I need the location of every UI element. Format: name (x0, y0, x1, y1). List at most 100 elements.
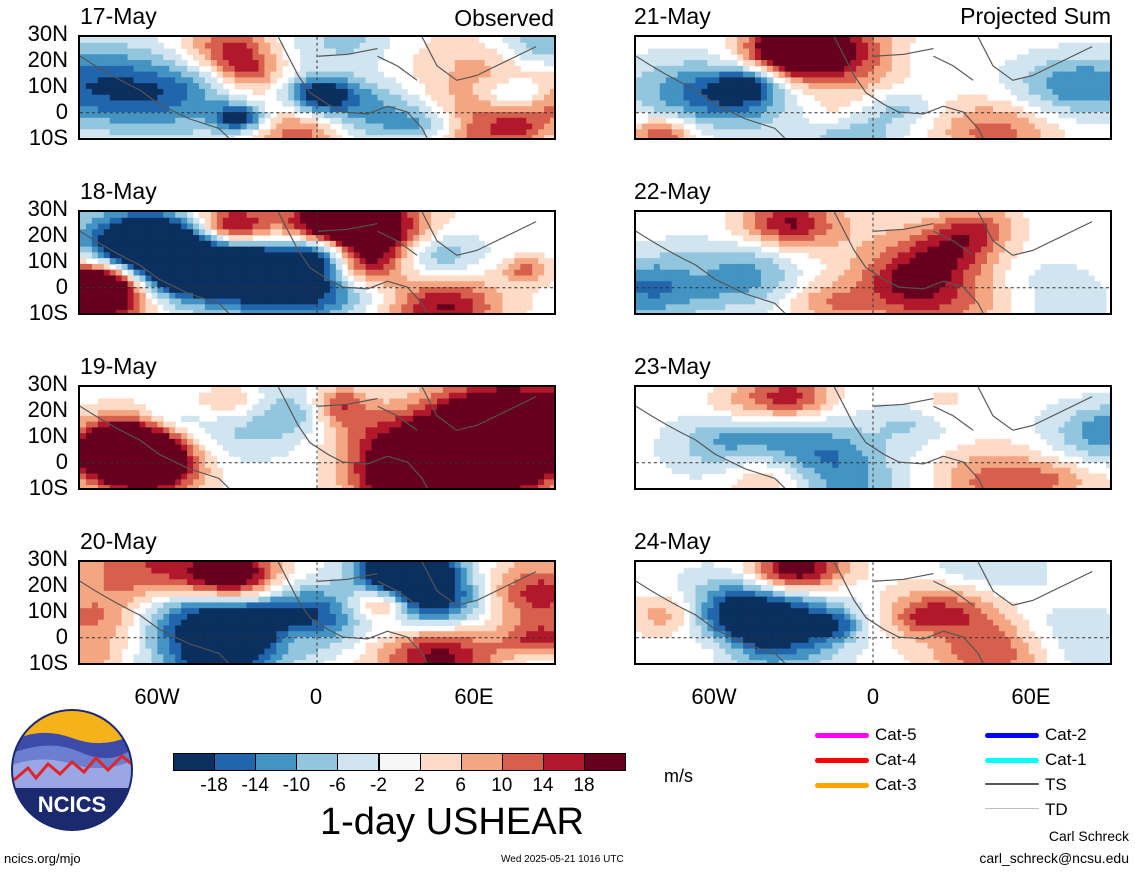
coastline (636, 562, 1093, 663)
lat-tick-label: 30N (27, 21, 68, 46)
footer-url: ncics.org/mjo (4, 851, 81, 866)
lat-tick-label: 10S (28, 475, 68, 500)
legend-line (985, 808, 1039, 809)
ncics-logo: NCICS (11, 709, 133, 831)
heatmap-field (634, 35, 1112, 140)
panel-title: 18-May (80, 178, 157, 204)
coastline (80, 212, 537, 313)
lon-tick-label: 60W (134, 684, 180, 709)
colorbar-tick-label: 10 (491, 775, 513, 796)
heatmap-field (78, 210, 556, 315)
lon-tick-label: 0 (866, 684, 880, 709)
coastline (636, 37, 1093, 138)
colorbar-tick-label: -14 (241, 775, 269, 796)
legend-label: Cat-5 (875, 725, 917, 744)
lat-tick-label: 0 (55, 449, 68, 474)
observed-label: Observed (454, 5, 554, 31)
lat-tick-label: 10S (28, 300, 68, 325)
chart-title: 1-day USHEAR (320, 801, 584, 843)
legend-line (985, 733, 1039, 738)
legend-label: TD (1045, 800, 1068, 819)
lon-tick-label: 60W (691, 684, 737, 709)
lat-tick-label: 30N (27, 546, 68, 571)
panel-18-may (78, 210, 556, 315)
colorbar-swatch (296, 753, 339, 771)
lat-tick-label: 20N (27, 572, 68, 597)
colorbar-swatch (542, 753, 585, 771)
panel-20-may (78, 560, 556, 665)
colorbar-swatch (584, 753, 627, 771)
panel-19-may (78, 385, 556, 490)
lat-tick-label: 20N (27, 222, 68, 247)
legend-line (815, 783, 869, 788)
panel-24-may (634, 560, 1112, 665)
legend-label: Cat-1 (1045, 750, 1087, 769)
lat-tick-label: 0 (55, 274, 68, 299)
coastline (636, 212, 1093, 313)
panel-21-may (634, 35, 1112, 140)
panel-title: 22-May (634, 178, 711, 204)
lat-tick-label: 10N (27, 598, 68, 623)
heatmap-field (78, 385, 556, 490)
colorbar-tick-label: -2 (370, 775, 387, 796)
colorbar-tick-label: -10 (282, 775, 311, 796)
legend-line (815, 758, 869, 763)
legend-label: Cat-3 (875, 775, 917, 794)
heatmap-field (634, 385, 1112, 490)
lat-tick-label: 20N (27, 47, 68, 72)
panel-title: 24-May (634, 528, 711, 554)
colorbar-swatch (337, 753, 380, 771)
panel-title: 20-May (80, 528, 157, 554)
footer-timestamp: Wed 2025-05-21 1016 UTC (501, 854, 624, 865)
colorbar-tick-label: 18 (573, 775, 595, 796)
panel-title: 17-May (80, 3, 157, 29)
legend-line (985, 758, 1039, 763)
lat-tick-label: 30N (27, 371, 68, 396)
lat-tick-label: 10N (27, 73, 68, 98)
colorbar-swatch (378, 753, 421, 771)
heatmap-field (78, 35, 556, 140)
panel-23-may (634, 385, 1112, 490)
colorbar-swatch (214, 753, 257, 771)
panel-title: 21-May (634, 3, 711, 29)
heatmap-field (634, 210, 1112, 315)
lat-tick-label: 10N (27, 423, 68, 448)
lat-tick-label: 10S (28, 125, 68, 150)
colorbar-swatch (255, 753, 298, 771)
author-name: Carl Schreck (1048, 828, 1129, 844)
lat-tick-label: 10N (27, 248, 68, 273)
lat-tick-label: 0 (55, 624, 68, 649)
panel-17-may (78, 35, 556, 140)
units-label: m/s (664, 766, 693, 786)
lon-tick-label: 60E (454, 684, 494, 709)
lat-tick-label: 20N (27, 397, 68, 422)
coastline (636, 387, 1093, 488)
legend-label: Cat-4 (875, 750, 917, 769)
logo-text: NCICS (38, 792, 106, 817)
legend-label: Cat-2 (1045, 725, 1087, 744)
lat-tick-label: 0 (55, 99, 68, 124)
colorbar-swatch (173, 753, 216, 771)
heatmap-field (634, 560, 1112, 665)
colorbar-tick-label: 14 (532, 775, 554, 796)
legend-line (815, 733, 869, 738)
coastline (80, 37, 537, 138)
panel-title: 23-May (634, 353, 711, 379)
lat-tick-label: 10S (28, 650, 68, 675)
legend-label: TS (1045, 775, 1067, 794)
colorbar-swatch (501, 753, 544, 771)
colorbar-swatch (460, 753, 503, 771)
colorbar-tick-label: 2 (414, 775, 425, 796)
projected-label: Projected Sum (960, 3, 1111, 29)
colorbar-tick-label: 6 (455, 775, 466, 796)
lat-tick-label: 30N (27, 196, 68, 221)
colorbar-tick-label: -6 (328, 775, 346, 796)
legend-line (985, 783, 1039, 785)
colorbar-tick-label: -18 (200, 775, 228, 796)
colorbar-swatch (419, 753, 462, 771)
author-email: carl_schreck@ncsu.edu (979, 850, 1129, 866)
lon-tick-label: 60E (1011, 684, 1051, 709)
heatmap-field (78, 560, 556, 665)
panel-title: 19-May (80, 353, 157, 379)
